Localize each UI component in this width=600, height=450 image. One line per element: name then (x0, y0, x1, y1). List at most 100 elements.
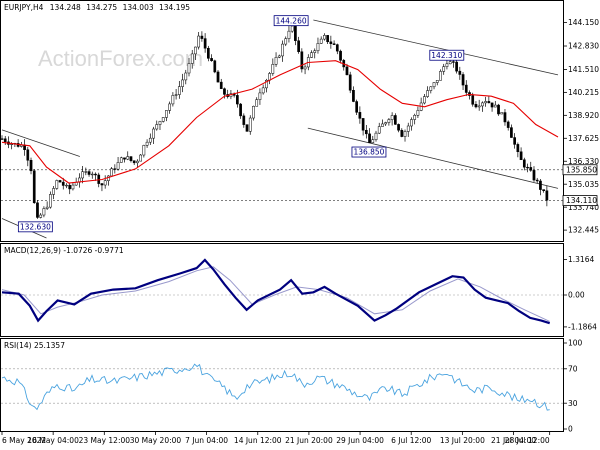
candle-body (126, 156, 130, 160)
price-axis-tick-label: 136.330 (568, 157, 599, 166)
candle-body (326, 35, 329, 43)
candle (332, 40, 336, 45)
candle (116, 157, 120, 171)
candle (416, 106, 420, 118)
candle-body (429, 86, 433, 91)
candle (274, 52, 278, 67)
rsi-axis-tick-label: 0 (568, 425, 573, 434)
candle (39, 212, 43, 219)
candle (442, 63, 446, 75)
candle-body (345, 66, 349, 76)
candle-body (458, 70, 462, 75)
candle (139, 154, 142, 162)
macd-main-line (1, 258, 551, 325)
candle (168, 101, 172, 114)
candle (197, 32, 201, 50)
candle-body (287, 30, 291, 39)
candle-body (477, 105, 481, 108)
price-annotation: 144.260 (273, 15, 309, 27)
candle-body (123, 157, 126, 160)
candle-body (319, 38, 323, 44)
candle-body (448, 61, 452, 65)
candle (510, 124, 513, 138)
price-annotation: 136.850 (351, 146, 387, 158)
candle-body (187, 63, 191, 74)
candle-body (42, 208, 46, 216)
rsi-axis-tick-label: 70 (568, 364, 578, 373)
candle (313, 48, 317, 59)
candle (319, 36, 323, 44)
candle-body (445, 63, 449, 67)
macd-title: MACD(12,26,9) -1.0726 -0.9771 (4, 246, 124, 255)
annotation-label: 132.630 (20, 222, 51, 231)
candle (52, 185, 55, 200)
x-axis-tick-label: 6 May 2022 (2, 436, 46, 445)
candle (497, 103, 500, 116)
candle (545, 185, 549, 207)
candle-body (474, 104, 478, 108)
candle (410, 117, 413, 131)
price-axis-tick-label: 141.510 (568, 65, 599, 74)
candle-body (484, 101, 487, 104)
instrument-title: EURJPY,H4 (4, 3, 44, 12)
candle-body (284, 38, 288, 45)
candle (113, 164, 117, 174)
candle-body (361, 118, 365, 131)
candle-body (297, 40, 300, 52)
candle-body (242, 115, 246, 125)
price-axis-tick-label: 133.740 (568, 203, 599, 212)
candle-body (177, 86, 181, 95)
rsi-series-layer (1, 363, 563, 411)
candle-body (400, 129, 404, 137)
price-annotation: 142.310 (429, 49, 465, 61)
candle (239, 103, 242, 119)
candle (26, 146, 30, 167)
candle-body (529, 167, 533, 171)
candle-body (497, 104, 500, 115)
current-price-tag-box (562, 164, 598, 176)
macd-axis-tick-label: -1.1864 (568, 323, 597, 332)
candle-body (406, 125, 410, 132)
candle-body (258, 92, 262, 100)
candle-body (506, 121, 510, 128)
candle (400, 128, 404, 138)
candle-body (71, 184, 75, 190)
candle (258, 88, 262, 105)
candle (129, 156, 133, 163)
candle-body (248, 117, 252, 132)
candle (174, 89, 178, 100)
candle (49, 191, 52, 209)
candle (216, 69, 220, 83)
candle (384, 121, 388, 126)
candle-body (381, 123, 384, 127)
candle (277, 54, 281, 59)
candle-body (455, 61, 458, 72)
candle (242, 113, 246, 128)
candle-body (435, 80, 439, 83)
candle (535, 177, 539, 184)
candle-body (500, 112, 504, 115)
candle (326, 35, 329, 44)
candle-body (426, 90, 429, 97)
candle-body (355, 101, 359, 113)
x-axis-tick-label: 29 Jun 04:00 (336, 436, 384, 445)
candle (219, 78, 223, 89)
annotation-box (17, 221, 53, 233)
candle (542, 189, 546, 193)
candle (136, 159, 139, 168)
candle (42, 206, 46, 218)
candle-body (352, 89, 355, 102)
candle-body (271, 64, 275, 74)
candle-body (29, 160, 33, 172)
candle (213, 59, 217, 74)
price-annotation: 132.630 (17, 221, 53, 233)
x-axis-tick-label: 28 Jul 12:00 (505, 436, 550, 445)
candle (190, 49, 194, 69)
candle-body (487, 101, 491, 104)
candle (539, 179, 542, 196)
candle (123, 157, 126, 163)
channel-line-2 (313, 19, 559, 76)
candle (435, 80, 439, 86)
watermark: ActionForex.com (38, 46, 203, 71)
candle (390, 112, 394, 126)
